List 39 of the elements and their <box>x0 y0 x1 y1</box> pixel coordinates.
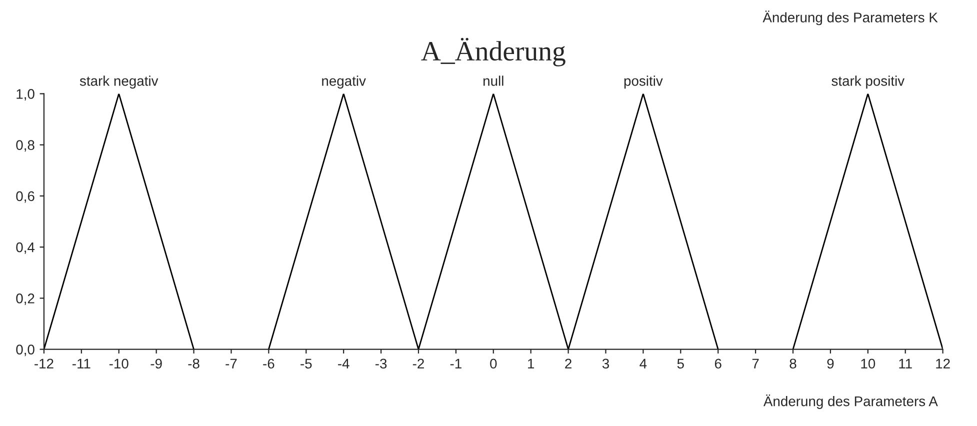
x-tick-label: 2 <box>565 358 572 368</box>
x-tick-label: -10 <box>109 358 128 369</box>
x-tick-label: 4 <box>640 358 647 368</box>
x-tick-label: 12 <box>936 358 950 368</box>
y-tick-label: 1,0 <box>16 89 34 101</box>
x-tick-label: -5 <box>300 358 312 369</box>
x-tick-label: 5 <box>677 358 684 369</box>
chart-title: A_Änderung <box>421 38 566 66</box>
x-tick-label: -12 <box>34 358 54 368</box>
x-tick-label: 8 <box>790 358 796 369</box>
x-tick-label: -11 <box>72 358 90 368</box>
x-tick-label: 1 <box>528 358 534 368</box>
x-tick-label: 11 <box>899 358 912 368</box>
x-tick-label: -9 <box>150 358 162 369</box>
series-label: positiv <box>624 76 663 89</box>
x-tick-label: 0 <box>490 358 497 369</box>
y-tick-label: 0,4 <box>16 242 35 254</box>
series-label: stark negativ <box>80 76 158 89</box>
y-tick-label: 0,2 <box>16 294 34 306</box>
x-tick-label: -2 <box>412 358 424 368</box>
x-tick-label: 10 <box>861 358 876 369</box>
x-tick-label: -4 <box>338 358 350 368</box>
x-axis-title: Änderung des Parameters A <box>763 394 938 409</box>
x-tick-label: -3 <box>375 358 387 369</box>
x-tick-label: 7 <box>752 358 759 368</box>
y-tick-label: 0,8 <box>16 140 34 152</box>
x-tick-label: 9 <box>827 358 834 369</box>
x-tick-label: -7 <box>226 358 237 368</box>
x-tick-label: -1 <box>450 358 462 368</box>
x-tick-label: -8 <box>188 358 200 369</box>
text: Änderung des Parameters K <box>762 10 938 26</box>
series-label: null <box>484 76 504 86</box>
y-tick-label: 0,0 <box>16 344 34 356</box>
x-tick-label: 3 <box>602 358 609 369</box>
series-label: stark positiv <box>832 76 905 89</box>
y-tick-label: 0,6 <box>16 191 34 203</box>
x-tick-label: -6 <box>263 358 274 369</box>
series-label: negativ <box>322 76 366 89</box>
x-tick-label: 6 <box>714 358 722 369</box>
